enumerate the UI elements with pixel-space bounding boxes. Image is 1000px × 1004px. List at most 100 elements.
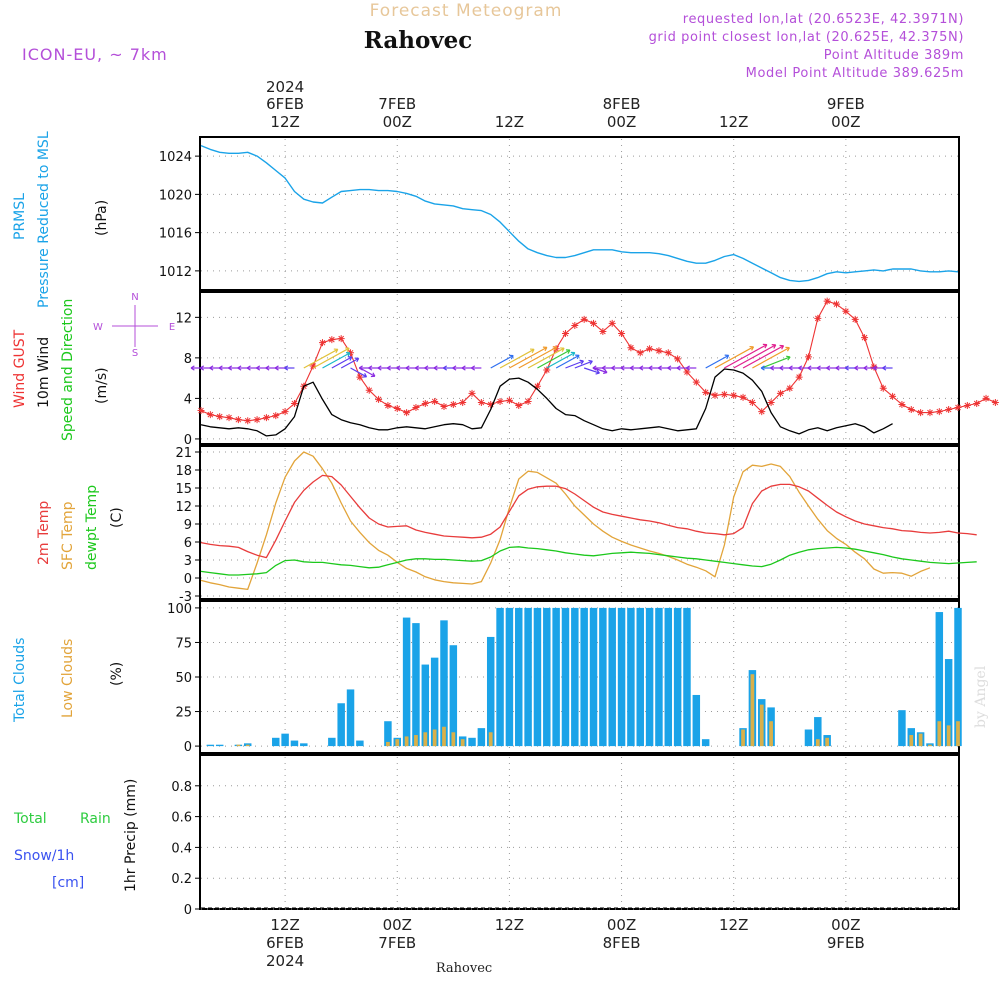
total-cloud-bar [412,623,420,747]
wind-arrow-head [274,365,279,371]
wind-arrow-head [844,365,849,371]
temp-2m-line [200,474,977,559]
wind-arrow [518,346,558,369]
bottom-time-label: 00Z [383,916,412,934]
gust-marker [786,384,794,392]
low-cloud-bar [918,733,923,747]
gust-marker [421,399,429,407]
compass-west-label: W [93,322,103,333]
wind-arrow [509,346,548,369]
wind-arrow [350,367,367,378]
wind-arrow-head [190,365,195,371]
wind-arrow-head [676,365,681,371]
gust-marker [636,349,644,357]
y-tick-label: 12 [175,500,192,515]
gust-marker [431,397,439,405]
gust-marker [945,406,953,414]
y-tick-label: 25 [175,706,192,721]
wind-arrow-head [807,365,812,371]
precip-total-label: Total [13,811,47,827]
wind-arrow-head [246,365,251,371]
total-cloud-bar [440,620,448,747]
y-tick-label: 0.6 [171,811,192,826]
total-cloud-bar [898,710,906,747]
wind-gust-line [200,300,996,422]
low-cloud-bar [928,744,932,747]
compass-rose: N S W E [93,292,175,359]
total-cloud-bar [944,659,953,747]
gust-marker [767,398,775,406]
bottom-year-label: 2024 [266,952,304,970]
total-cloud-bar [281,733,289,747]
precip-unit: 1hr Precip (mm) [123,779,139,892]
top-time-label: 00Z [383,113,412,131]
gust-marker [935,408,943,416]
total-cloud-bar [701,739,710,747]
total-cloud-bar [645,607,654,747]
low-cloud-bar [741,729,745,747]
low-cloud-bar [769,721,773,747]
gust-marker [440,403,448,411]
gust-marker [973,399,981,407]
wind-arrow-head [786,355,791,361]
gust-marker [851,315,859,323]
y-tick-label: 0 [184,433,192,448]
pressure-panel: 1012 1016 1020 1024 [159,136,960,291]
wind-arrow-head [256,365,261,371]
y-tick-label: 0 [184,903,192,918]
wind-arrow [705,354,729,369]
wind-arrow-head [347,356,353,361]
gust-marker [889,392,897,400]
total-cloud-bar [486,636,495,747]
wind-arrow-head [565,349,571,354]
low-cloud-bar [386,741,390,747]
total-cloud-bar [206,744,215,747]
wind-arrow [752,347,790,369]
wind-arrow-head [588,359,593,365]
gust-marker [711,391,719,399]
wind-arrow [583,367,600,374]
total-cloud-bar [571,607,579,747]
gust-marker [216,413,224,421]
gust-marker [814,314,822,322]
temperature-panel: -3 0 3 6 9 12 15 18 21 [175,445,977,605]
gust-marker [655,347,663,355]
wind-arrow-head [601,365,606,371]
wind-arrow-head [284,365,289,371]
wind-arrow-head [200,365,205,371]
low-cloud-bar [414,735,418,747]
compass-south-label: S [132,348,138,359]
wind-arrow-head [265,365,270,371]
wind-dir-label: Speed and Direction [60,299,76,441]
gust-marker [337,335,345,343]
gust-marker [646,345,654,353]
top-day-label: 9FEB [827,95,865,113]
wind-arrow-head [785,346,790,352]
wind-arrow-head [779,365,784,371]
precip-snow-label: Snow/1h [14,848,74,864]
wind-arrow [733,344,776,369]
y-tick-label: 1024 [159,150,192,165]
y-tick-label: 0.4 [171,841,192,856]
grid-point-coords: grid point closest lon,lat (20.625E, 42.… [649,30,964,45]
pressure-label-prmsl: PRMSL [12,193,28,240]
wind-arrow-head [788,365,793,371]
y-tick-label: 100 [167,602,192,617]
y-tick-label: 75 [175,636,192,651]
gust-marker [683,368,691,376]
y-tick-label: 0 [184,572,192,587]
wind-arrow-head [461,365,466,371]
low-cloud-bar [236,744,241,747]
low-cloud-bar [404,736,409,747]
total-cloud-bar [337,703,345,747]
total-cloud-bar [683,607,691,747]
wind-arrow-head [639,365,644,371]
total-cloud-bar [664,607,673,747]
wind-arrow-head [629,365,634,371]
wind-arrow-head [648,365,653,371]
gust-marker [804,353,812,361]
wind-arrow-head [354,357,360,363]
wind-arrow-head [228,365,233,371]
gust-marker [842,307,850,315]
gust-marker [926,409,934,417]
